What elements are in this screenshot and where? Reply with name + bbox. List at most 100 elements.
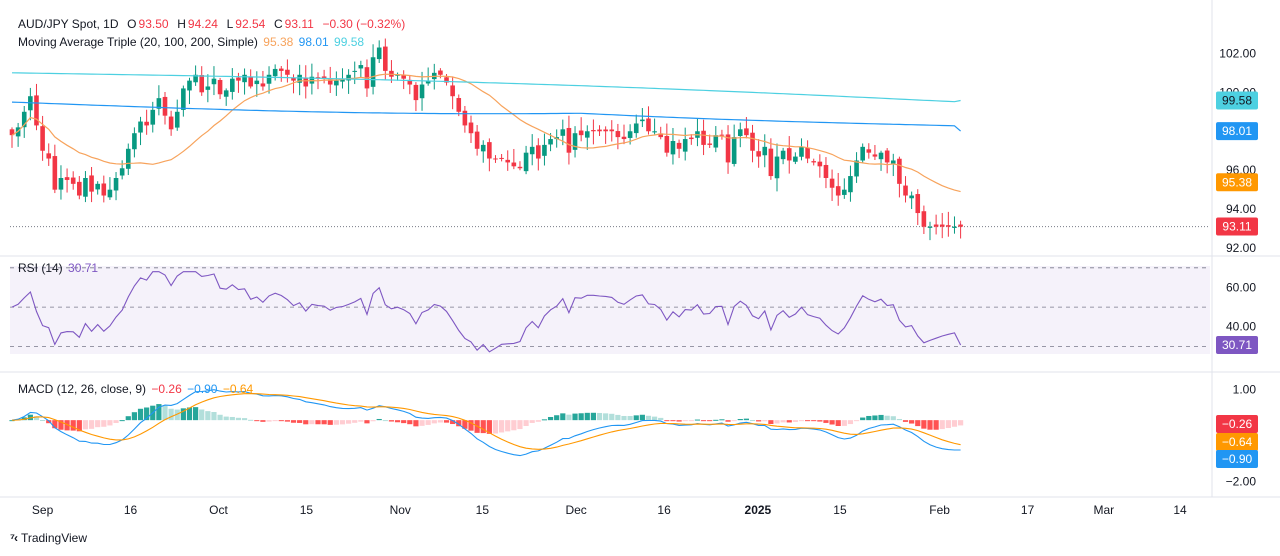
candle xyxy=(291,77,296,81)
macd-histogram-bar xyxy=(199,409,205,421)
candle xyxy=(511,162,517,167)
ma20-badge-text: 95.38 xyxy=(1222,175,1252,189)
macd-histogram-bar xyxy=(621,415,627,421)
macd-hist-badge xyxy=(1216,415,1258,433)
macd-histogram-bar xyxy=(168,408,174,421)
macd-histogram-bar xyxy=(437,420,443,423)
macd-histogram-bar xyxy=(40,420,46,422)
tradingview-logo[interactable]: ⁷‹ TradingView xyxy=(10,531,87,545)
macd-histogram-bar xyxy=(676,420,682,422)
time-tick-label: 16 xyxy=(657,503,671,517)
macd-histogram-bar xyxy=(713,419,719,421)
macd-histogram-bar xyxy=(902,420,909,422)
macd-signal-badge-text: −0.64 xyxy=(1222,435,1253,449)
macd-histogram-bar xyxy=(468,420,474,431)
candle xyxy=(187,80,192,91)
macd-histogram-bar xyxy=(462,420,468,429)
time-tick-label: 16 xyxy=(124,503,138,517)
candle xyxy=(927,226,933,228)
macd-histogram-bar xyxy=(872,415,878,421)
macd-histogram-bar xyxy=(951,420,958,427)
candle xyxy=(627,131,633,138)
candle xyxy=(383,46,388,71)
symbol-title: AUD/JPY Spot, 1D xyxy=(18,17,119,31)
time-tick-label: 15 xyxy=(300,503,314,517)
candle xyxy=(872,154,878,157)
candle xyxy=(768,148,774,177)
candle xyxy=(823,164,829,178)
macd-histogram-bar xyxy=(180,408,186,421)
macd-histogram-bar xyxy=(688,420,694,422)
macd-pane[interactable] xyxy=(9,389,964,457)
ma20-line xyxy=(11,73,961,193)
candle xyxy=(493,158,498,160)
price-pane[interactable] xyxy=(9,38,963,241)
candle xyxy=(425,80,431,84)
macd-signal-value: −0.64 xyxy=(222,382,254,396)
rsi-legend[interactable]: RSI (14) 30.71 xyxy=(18,261,100,275)
macd-histogram-bar xyxy=(639,414,645,421)
macd-histogram-bar xyxy=(425,420,431,425)
macd-histogram-bar xyxy=(915,420,921,427)
macd-histogram-bar xyxy=(101,420,107,427)
macd-histogram-bar xyxy=(811,420,817,422)
macd-histogram-bar xyxy=(272,420,278,422)
ma-legend[interactable]: Moving Average Triple (20, 100, 200, Sim… xyxy=(18,35,366,49)
time-axis: Sep 16 Oct 15 Nov 15 Dec 16 2025 15 Feb 17 Mar 14 xyxy=(32,503,1187,517)
candle xyxy=(737,129,743,136)
macd-legend[interactable]: MACD (12, 26, close, 9) −0.26 −0.90 −0.6… xyxy=(18,382,255,396)
candle xyxy=(156,98,162,109)
candle xyxy=(132,133,137,150)
time-tick-label: 15 xyxy=(476,503,490,517)
macd-histogram-bar xyxy=(333,420,339,425)
candle xyxy=(450,85,455,97)
candle xyxy=(376,47,382,60)
rsi-tick-label: 40.00 xyxy=(1226,320,1256,334)
candle xyxy=(903,185,908,196)
candle xyxy=(113,178,119,191)
ma100-value: 98.01 xyxy=(298,35,329,49)
candle xyxy=(107,189,113,198)
low-value: 92.54 xyxy=(235,17,266,31)
candle xyxy=(652,131,657,133)
rsi-badge-text: 30.71 xyxy=(1222,338,1252,352)
macd-histogram-bar xyxy=(541,419,548,421)
candle xyxy=(921,211,927,227)
macd-histogram-bar xyxy=(107,420,113,426)
candle xyxy=(946,225,951,227)
candle xyxy=(762,146,768,156)
rsi-band xyxy=(10,266,1210,354)
candle xyxy=(958,224,963,227)
candle xyxy=(199,75,205,93)
candle xyxy=(897,158,902,184)
candle xyxy=(682,139,688,152)
candle xyxy=(34,95,39,126)
macd-histogram-bar xyxy=(609,413,615,421)
macd-histogram-bar xyxy=(144,407,150,421)
macd-histogram-bar xyxy=(835,420,841,426)
time-tick-label: 17 xyxy=(1021,503,1035,517)
macd-histogram-bar xyxy=(774,420,780,424)
candle xyxy=(633,123,639,134)
macd-histogram-bar xyxy=(492,420,499,434)
macd-histogram-bar xyxy=(737,419,743,421)
candle xyxy=(321,76,327,79)
change-value: −0.30 (−0.32%) xyxy=(322,17,406,31)
macd-histogram-bar xyxy=(768,420,774,424)
candle xyxy=(119,168,125,176)
candle xyxy=(58,178,64,190)
macd-histogram-bar xyxy=(792,420,798,422)
macd-histogram-bar xyxy=(174,409,180,421)
candle xyxy=(786,148,792,161)
macd-histogram-bar xyxy=(817,420,823,422)
macd-hist-value: −0.26 xyxy=(151,382,182,396)
candle xyxy=(340,78,345,82)
rsi-pane[interactable] xyxy=(11,271,962,353)
ma100-badge-text: 98.01 xyxy=(1222,124,1252,138)
macd-line-value: −0.90 xyxy=(187,382,218,396)
macd-histogram-bar xyxy=(113,420,119,423)
candle xyxy=(370,57,376,87)
macd-histogram-bar xyxy=(229,416,235,421)
macd-histogram-bar xyxy=(921,420,927,429)
